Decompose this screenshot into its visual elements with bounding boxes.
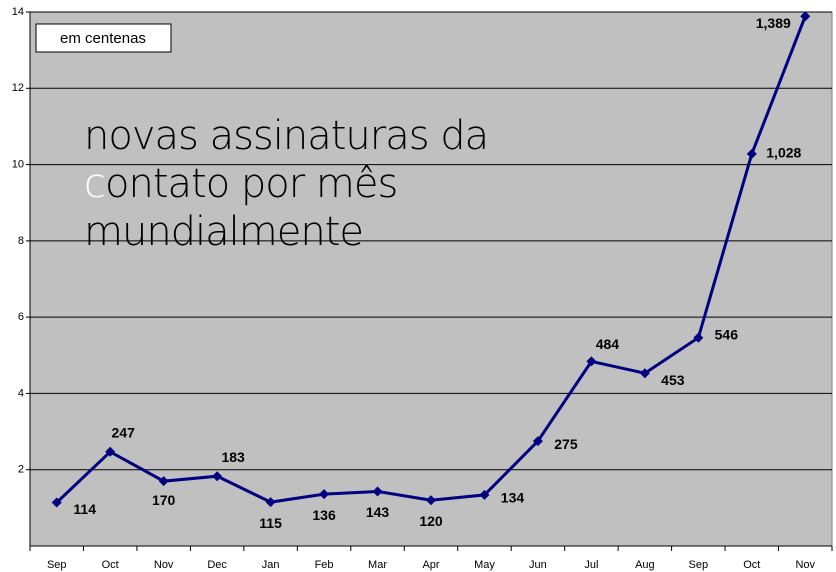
marker — [372, 486, 383, 497]
x-tick-label: Nov — [795, 559, 815, 571]
title-rest: ontato por mês — [105, 161, 397, 207]
x-tick-label: Sep — [47, 559, 67, 571]
data-label: 247 — [112, 424, 136, 440]
y-tick-label: 12 — [12, 82, 24, 94]
x-tick-label: Mar — [368, 559, 387, 571]
marker — [319, 489, 330, 500]
data-label: 143 — [366, 504, 390, 520]
data-label: 170 — [152, 492, 176, 508]
x-tick-label: May — [474, 559, 495, 571]
x-tick-label: Jan — [262, 559, 280, 571]
x-tick-label: Oct — [102, 559, 119, 571]
marker — [105, 446, 116, 457]
title-initial: c — [84, 161, 105, 207]
chart-title: novas assinaturas da — [84, 113, 488, 159]
x-tick-label: Apr — [422, 559, 439, 571]
marker — [51, 497, 62, 508]
marker — [426, 495, 436, 506]
marker — [800, 11, 811, 22]
data-label: 115 — [259, 515, 282, 531]
x-tick-label: Jul — [584, 559, 598, 571]
data-label: 136 — [312, 507, 336, 523]
data-label: 275 — [554, 436, 578, 452]
data-label: 1,389 — [756, 15, 791, 31]
data-label: 1,028 — [766, 145, 801, 161]
data-label: 453 — [661, 372, 685, 388]
y-tick-label: 4 — [18, 387, 24, 399]
chart-title: mundialmente — [84, 209, 363, 255]
x-tick-label: Feb — [315, 559, 334, 571]
y-tick-label: 2 — [18, 464, 24, 476]
x-tick-label: Oct — [743, 559, 760, 571]
x-tick-label: Sep — [689, 559, 709, 571]
y-tick-label: 14 — [12, 6, 24, 18]
marker — [586, 356, 597, 367]
chart-title: contato por mês — [84, 161, 397, 207]
x-tick-label: Dec — [207, 559, 227, 571]
marker — [158, 476, 169, 487]
data-label: 134 — [501, 490, 525, 506]
x-tick-label: Nov — [154, 559, 174, 571]
marker — [212, 471, 223, 482]
annotation: em centenas — [60, 30, 146, 47]
x-tick-label: Aug — [635, 559, 655, 571]
marker — [639, 368, 650, 379]
y-tick-label: 10 — [12, 158, 24, 170]
y-tick-label: 8 — [18, 235, 24, 247]
x-tick-label: Jun — [529, 559, 547, 571]
annotation-box — [35, 23, 172, 53]
data-label: 120 — [419, 513, 443, 529]
y-tick-label: 6 — [18, 311, 24, 323]
data-label: 114 — [73, 501, 96, 517]
marker — [746, 148, 757, 159]
data-label: 183 — [221, 449, 245, 465]
plot-area — [29, 11, 833, 547]
marker — [693, 332, 704, 343]
data-label: 484 — [596, 336, 620, 352]
marker — [532, 436, 543, 447]
marker — [479, 489, 490, 500]
data-label: 546 — [715, 326, 739, 342]
marker — [265, 497, 276, 508]
